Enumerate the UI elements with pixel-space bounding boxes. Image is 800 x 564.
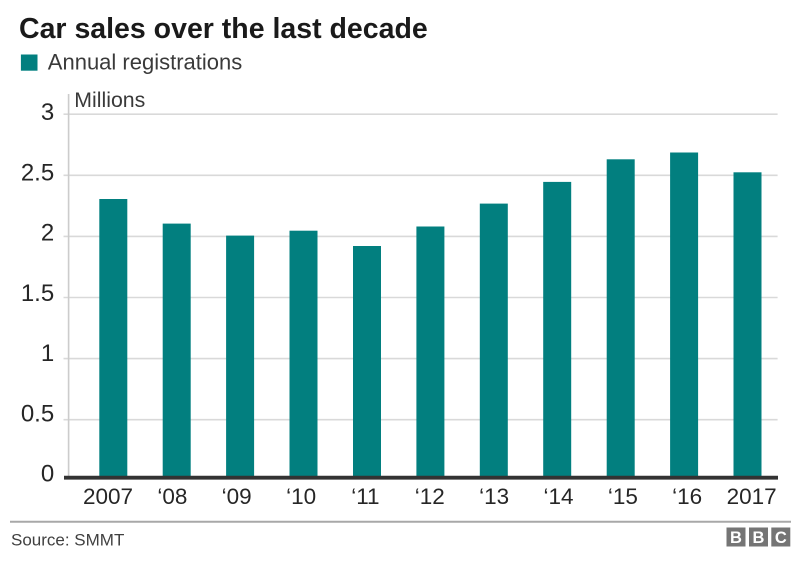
svg-text:‘08: ‘08	[157, 484, 187, 509]
svg-text:2017: 2017	[727, 484, 777, 509]
svg-text:‘15: ‘15	[608, 484, 638, 509]
svg-text:Annual registrations: Annual registrations	[48, 50, 242, 75]
svg-text:1: 1	[41, 340, 54, 367]
svg-text:1.5: 1.5	[21, 280, 54, 307]
svg-text:Source: SMMT: Source: SMMT	[11, 531, 124, 550]
svg-text:3: 3	[41, 99, 54, 126]
svg-text:0.5: 0.5	[21, 400, 54, 427]
svg-text:‘14: ‘14	[543, 484, 573, 509]
svg-text:2007: 2007	[83, 484, 133, 509]
svg-text:‘10: ‘10	[286, 484, 316, 509]
svg-text:‘16: ‘16	[672, 484, 702, 509]
svg-text:‘09: ‘09	[222, 484, 252, 509]
svg-text:2.5: 2.5	[21, 160, 54, 187]
svg-text:‘12: ‘12	[415, 484, 445, 509]
svg-text:Millions: Millions	[74, 88, 145, 112]
svg-text:B: B	[753, 529, 765, 547]
svg-text:0: 0	[41, 461, 54, 488]
svg-text:2: 2	[41, 220, 54, 247]
svg-text:Car sales over the last decade: Car sales over the last decade	[19, 13, 428, 45]
svg-text:‘11: ‘11	[351, 484, 379, 509]
svg-text:‘13: ‘13	[479, 484, 509, 509]
svg-text:C: C	[775, 529, 787, 547]
svg-text:B: B	[730, 529, 742, 547]
